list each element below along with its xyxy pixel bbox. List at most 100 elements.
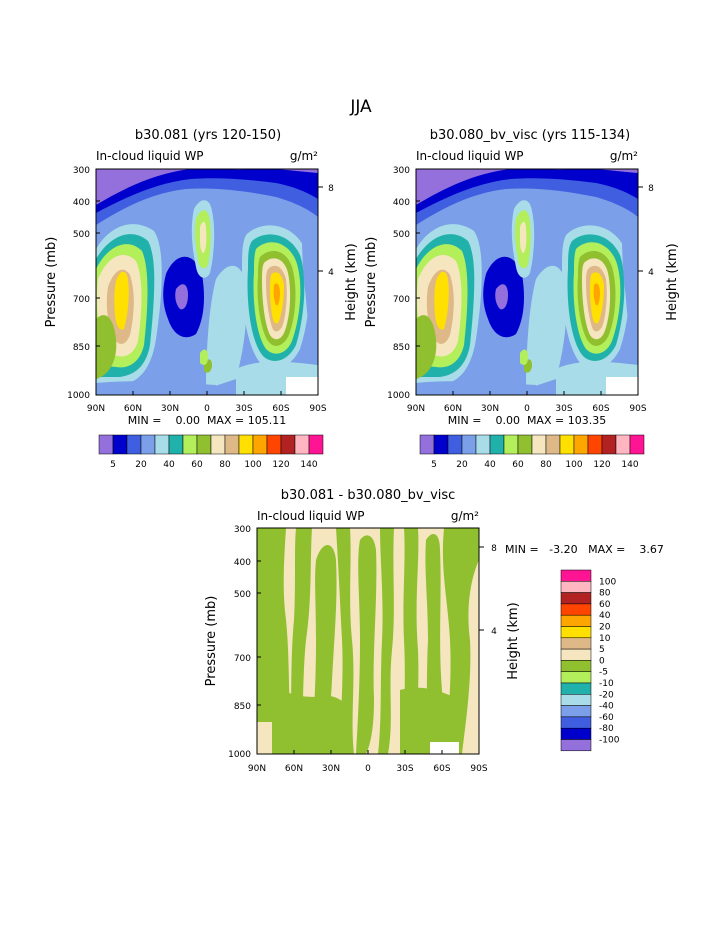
panel-b-xticks: 90N 60N 30N 0 30S 60S 90S bbox=[407, 391, 647, 414]
panel-c-ytick: 850 bbox=[234, 702, 251, 712]
panel-c-xtick: 60S bbox=[433, 764, 450, 774]
colorbar-swatch bbox=[531, 434, 547, 455]
panel-a-ytick: 850 bbox=[73, 343, 90, 353]
panel-b-ytick: 300 bbox=[393, 166, 410, 176]
colorbar-swatch bbox=[560, 716, 592, 729]
colorbar-swatch bbox=[112, 434, 128, 455]
colorbar-label: 80 bbox=[540, 460, 552, 470]
panel-a-yticks-right: 8 4 bbox=[318, 184, 334, 278]
colorbar-label: 120 bbox=[272, 460, 289, 470]
colorbar-label: 120 bbox=[593, 460, 610, 470]
panel-a-xtick: 60N bbox=[124, 404, 142, 414]
panel-c-yticks-right: 8 4 bbox=[479, 544, 497, 637]
panel-b-ytick-right: 4 bbox=[648, 268, 654, 278]
colorbar-swatch bbox=[182, 434, 198, 455]
panel-a-units: g/m² bbox=[290, 149, 318, 163]
panel-a-field bbox=[96, 169, 318, 395]
panel-b-variable: In-cloud liquid WP bbox=[416, 149, 524, 163]
panel-a-ytick-right: 8 bbox=[328, 184, 334, 194]
panel-c-ytick: 300 bbox=[234, 525, 251, 535]
colorbar-swatch bbox=[560, 660, 592, 672]
colorbar-swatch bbox=[280, 434, 296, 455]
panel-c-ytick-right: 4 bbox=[491, 627, 497, 637]
colorbar-swatch bbox=[560, 682, 592, 695]
colorbar-label: 100 bbox=[244, 460, 261, 470]
panel-b-units: g/m² bbox=[610, 149, 638, 163]
panel-c-xtick: 30S bbox=[396, 764, 413, 774]
panel-c-xtick: 90S bbox=[470, 764, 487, 774]
panel-b-xtick: 60S bbox=[592, 404, 609, 414]
panel-c-xtick: 0 bbox=[365, 764, 371, 774]
colorbar-swatch bbox=[308, 434, 324, 455]
colorbar-label: 5 bbox=[431, 460, 437, 470]
panel-a-ytick: 300 bbox=[73, 166, 90, 176]
colorbar-label: -40 bbox=[599, 702, 614, 712]
panel-b-ytick: 1000 bbox=[387, 391, 410, 401]
panel-c-xticks: 90N 60N 30N 0 30S 60S 90S bbox=[248, 750, 488, 774]
panel-b-xtick: 90N bbox=[407, 404, 425, 414]
colorbar-label: 20 bbox=[135, 460, 147, 470]
colorbar-label: 5 bbox=[599, 645, 605, 655]
panel-b: b30.080_bv_visc (yrs 115-134) In-cloud l… bbox=[364, 128, 680, 470]
panel-c-ytick-right: 8 bbox=[491, 544, 497, 554]
panel-a-stats: MIN = 0.00 MAX = 105.11 bbox=[128, 414, 286, 427]
colorbar-label: 140 bbox=[621, 460, 638, 470]
panel-a-ytick: 700 bbox=[73, 295, 90, 305]
panel-a-title: b30.081 (yrs 120-150) bbox=[135, 128, 281, 143]
colorbar-swatch bbox=[294, 434, 310, 455]
panel-c-xtick: 30N bbox=[322, 764, 340, 774]
colorbar-swatch bbox=[615, 434, 631, 455]
panel-c-ytick: 1000 bbox=[228, 750, 251, 760]
colorbar-swatch bbox=[560, 727, 592, 740]
panel-b-xtick: 30S bbox=[555, 404, 572, 414]
panel-c-yticks: 300 400 500 700 850 1000 bbox=[228, 525, 261, 760]
colorbar-swatch bbox=[126, 434, 142, 455]
panel-a-ytick: 500 bbox=[73, 230, 90, 240]
colorbar-label: 80 bbox=[219, 460, 231, 470]
panel-a-colorbar: 5 20 40 60 80 100 120 140 bbox=[98, 434, 324, 470]
colorbar-swatch bbox=[601, 434, 617, 455]
colorbar-label: 80 bbox=[599, 589, 611, 599]
panel-c-ytick: 700 bbox=[234, 654, 251, 664]
colorbar-label: 40 bbox=[163, 460, 175, 470]
panel-c-units: g/m² bbox=[451, 509, 479, 523]
colorbar-swatch bbox=[560, 739, 592, 752]
panel-a-ytick: 400 bbox=[73, 198, 90, 208]
colorbar-swatch bbox=[503, 434, 519, 455]
colorbar-swatch bbox=[560, 614, 592, 627]
panel-c-field bbox=[257, 528, 479, 754]
colorbar-label: 10 bbox=[599, 634, 611, 644]
colorbar-swatch bbox=[559, 434, 575, 455]
panel-b-yticks: 300 400 500 700 850 1000 bbox=[387, 166, 420, 401]
colorbar-swatch bbox=[266, 434, 282, 455]
panel-b-xtick: 90S bbox=[629, 404, 646, 414]
colorbar-label: -80 bbox=[599, 724, 614, 734]
colorbar-swatch bbox=[560, 569, 592, 582]
panel-a-xtick: 30S bbox=[235, 404, 252, 414]
colorbar-label: 20 bbox=[599, 623, 611, 633]
panel-a-ytick: 1000 bbox=[67, 391, 90, 401]
panel-b-title: b30.080_bv_visc (yrs 115-134) bbox=[430, 128, 630, 143]
panel-b-field bbox=[416, 169, 638, 395]
colorbar-label: -5 bbox=[599, 668, 608, 678]
panel-a-xtick: 30N bbox=[161, 404, 179, 414]
colorbar-swatch bbox=[517, 434, 533, 455]
colorbar-label: 100 bbox=[599, 577, 616, 587]
colorbar-swatch bbox=[560, 581, 592, 593]
panel-c-xtick: 60N bbox=[285, 764, 303, 774]
colorbar-swatch bbox=[560, 603, 592, 616]
panel-a-xtick: 60S bbox=[272, 404, 289, 414]
colorbar-swatch bbox=[560, 637, 592, 650]
panel-a-xtick: 90N bbox=[87, 404, 105, 414]
panel-c-title: b30.081 - b30.080_bv_visc bbox=[281, 488, 456, 503]
colorbar-swatch bbox=[560, 694, 592, 706]
colorbar-swatch bbox=[560, 592, 592, 605]
panel-c-variable: In-cloud liquid WP bbox=[257, 509, 365, 523]
colorbar-swatch bbox=[419, 434, 435, 455]
panel-b-yticks-right: 8 4 bbox=[638, 184, 654, 278]
colorbar-swatch bbox=[252, 434, 268, 455]
panel-b-xtick: 60N bbox=[444, 404, 462, 414]
colorbar-label: -20 bbox=[599, 690, 614, 700]
colorbar-label: 5 bbox=[110, 460, 116, 470]
